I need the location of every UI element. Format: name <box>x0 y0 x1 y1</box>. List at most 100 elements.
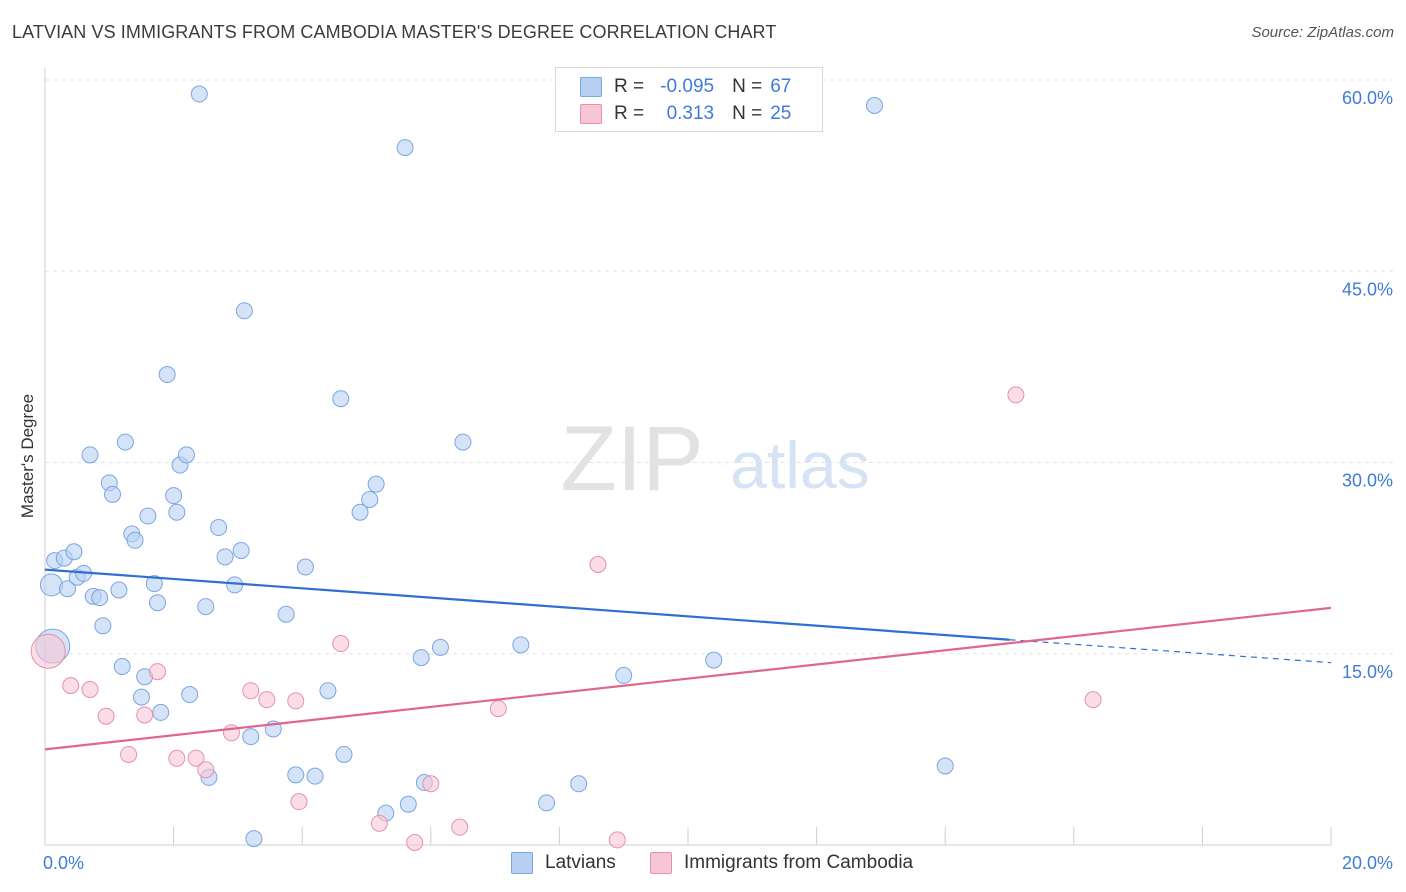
data-point-latvian <box>91 589 109 607</box>
legend-n-label: N = <box>732 103 763 124</box>
data-point-latvian <box>113 658 131 675</box>
data-point-latvian <box>538 794 556 812</box>
data-point-cambodia <box>287 692 305 710</box>
watermark-zip: ZIP <box>560 408 703 510</box>
data-point-cambodia <box>332 635 350 653</box>
legend-swatch-cambodia <box>650 852 672 874</box>
legend-r-label: R = <box>614 103 645 124</box>
data-point-latvian <box>149 594 167 612</box>
series-legend: Latvians Immigrants from Cambodia <box>0 852 1406 878</box>
legend-item-cambodia: Immigrants from Cambodia <box>650 852 913 874</box>
data-point-cambodia <box>258 691 276 709</box>
data-point-cambodia <box>290 793 308 811</box>
legend-r-label: R = <box>614 76 645 97</box>
data-point-latvian <box>277 605 295 623</box>
latvians-points <box>35 85 954 848</box>
legend-n-value: 67 <box>770 76 792 97</box>
y-tick-label: 60.0% <box>1342 88 1393 108</box>
data-point-cambodia <box>120 745 138 763</box>
data-point-latvian <box>399 795 417 813</box>
data-point-latvian <box>197 598 215 616</box>
grid-lines <box>45 79 1395 655</box>
data-point-latvian <box>615 666 633 684</box>
y-tick-label: 30.0% <box>1342 471 1393 491</box>
x-tick-label: 0.0% <box>43 853 84 873</box>
data-point-latvian <box>570 775 588 793</box>
legend-label-cambodia: Immigrants from Cambodia <box>684 852 914 873</box>
legend-r-value: 0.313 <box>666 103 715 124</box>
data-point-latvian <box>152 703 170 721</box>
data-point-latvian <box>705 651 723 669</box>
data-point-latvian <box>287 766 305 784</box>
data-point-cambodia <box>242 682 260 700</box>
trend-line-latvians <box>44 568 1010 641</box>
x-tick-label: 20.0% <box>1342 853 1393 873</box>
y-tick-label: 15.0% <box>1342 662 1393 682</box>
data-point-cambodia <box>589 556 607 573</box>
legend-row-cambodia: R = 0.313 N = 25 <box>580 101 791 127</box>
data-point-cambodia <box>30 633 66 669</box>
legend-n-value: 25 <box>770 103 792 124</box>
data-point-latvian <box>110 581 128 599</box>
data-point-latvian <box>367 475 385 493</box>
legend-row-latvians: R = -0.095 N = 67 <box>580 74 791 100</box>
data-point-latvian <box>116 433 134 451</box>
legend-label-latvians: Latvians <box>545 852 616 873</box>
trend-extension-latvians <box>1009 639 1332 664</box>
data-point-latvian <box>216 548 234 566</box>
legend-swatch-cambodia <box>580 104 602 124</box>
data-point-latvian <box>361 490 379 508</box>
data-point-latvian <box>235 302 253 320</box>
data-point-cambodia <box>406 833 424 851</box>
source-credit: Source: ZipAtlas.com <box>1251 24 1394 41</box>
data-point-cambodia <box>168 749 186 767</box>
data-point-latvian <box>177 446 195 464</box>
data-point-latvian <box>412 649 430 667</box>
watermark: ZIP atlas <box>560 408 869 510</box>
data-point-latvian <box>242 728 260 746</box>
data-point-latvian <box>81 446 99 464</box>
data-point-cambodia <box>1084 691 1102 709</box>
data-point-cambodia <box>81 680 99 698</box>
data-point-cambodia <box>187 749 205 767</box>
data-point-latvian <box>165 487 183 505</box>
data-point-latvian <box>59 580 77 598</box>
data-point-latvian <box>396 139 414 157</box>
correlation-legend: R = -0.095 N = 67 R = 0.313 N = 25 <box>555 67 823 132</box>
data-point-latvian <box>126 531 144 549</box>
data-point-latvian <box>245 830 263 848</box>
data-point-cambodia <box>451 818 469 836</box>
data-point-cambodia <box>422 775 440 793</box>
data-point-latvian <box>190 85 208 103</box>
legend-swatch-latvians <box>580 77 602 97</box>
legend-n-label: N = <box>732 76 763 97</box>
data-point-latvian <box>181 686 199 704</box>
data-point-cambodia <box>489 700 507 718</box>
data-point-latvian <box>332 390 350 408</box>
data-point-cambodia <box>197 761 215 779</box>
tick-labels: 15.0% 30.0% 45.0% 60.0% 0.0% 20.0% <box>43 88 1393 873</box>
data-point-cambodia <box>97 707 115 725</box>
y-tick-label: 45.0% <box>1342 279 1393 299</box>
watermark-atlas: atlas <box>730 428 869 502</box>
data-point-latvian <box>168 503 186 521</box>
data-point-latvian <box>94 617 112 635</box>
data-point-latvian <box>865 97 883 114</box>
data-point-cambodia <box>62 677 80 695</box>
data-point-latvian <box>65 543 83 561</box>
data-point-latvian <box>210 519 228 537</box>
data-point-latvian <box>145 575 163 593</box>
data-point-latvian <box>454 433 472 451</box>
data-point-latvian <box>351 503 369 521</box>
data-point-latvian <box>158 366 176 384</box>
data-point-latvian <box>139 507 157 525</box>
data-point-latvian <box>512 636 530 654</box>
data-point-cambodia <box>1007 386 1025 404</box>
data-point-latvian <box>936 757 954 775</box>
data-point-latvian <box>319 682 337 700</box>
data-point-cambodia <box>149 663 167 681</box>
data-point-latvian <box>39 573 63 597</box>
legend-swatch-latvians <box>511 852 533 874</box>
data-point-latvian <box>431 638 449 656</box>
